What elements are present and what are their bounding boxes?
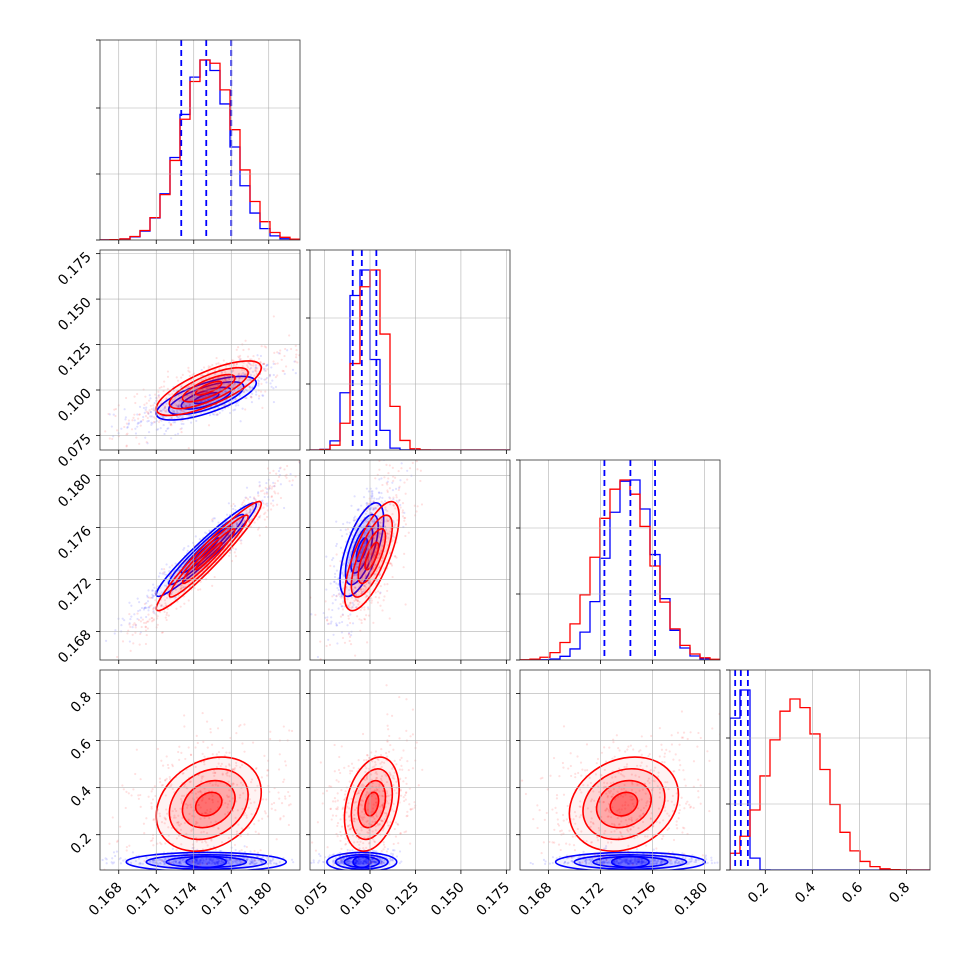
y-tick-label: 0.180 [55, 471, 95, 511]
pair-panel-2-1 [310, 460, 424, 660]
x-tick-label: 0.150 [428, 880, 468, 920]
y-tick-label: 0.6 [68, 736, 95, 763]
y-tick-label: 0.175 [55, 249, 95, 289]
x-tick-label: 0.125 [383, 880, 423, 920]
x-tick-label: 0.174 [161, 879, 201, 919]
red-histogram [520, 479, 720, 660]
x-tick-label: 0.176 [620, 879, 660, 919]
y-tick-label: 0.150 [55, 295, 95, 335]
panel-frame [99, 669, 301, 871]
red-contours [568, 756, 680, 852]
panel-frame [519, 459, 721, 661]
blue-contours [326, 851, 398, 870]
red-contours [155, 500, 263, 612]
panel-grid [100, 250, 300, 450]
x-tick-label: 0.172 [568, 880, 608, 920]
panel-grid [310, 250, 510, 450]
pair-panel-1-0 [100, 315, 300, 450]
x-tick-label: 0.4 [792, 879, 819, 906]
y-tick-label: 0.4 [68, 783, 95, 810]
pair-panel-3-1 [310, 684, 424, 870]
x-tick-label: 0.168 [516, 880, 556, 920]
panel-frame [99, 459, 301, 661]
red-contours [155, 360, 263, 417]
panel-frame [99, 249, 301, 451]
marginal-panel-0 [100, 40, 300, 240]
panel-grid [100, 670, 300, 870]
blue-histogram [310, 269, 510, 450]
y-tick-label: 0.172 [55, 575, 95, 615]
x-tick-label: 0.100 [337, 880, 377, 920]
blue-contours [125, 851, 288, 870]
y-tick-label: 0.176 [55, 523, 95, 563]
x-tick-label: 0.2 [745, 880, 772, 907]
red-contours [155, 756, 263, 852]
panel-grid [520, 670, 720, 870]
marginal-panel-1 [310, 250, 510, 450]
panel-grid [100, 40, 300, 240]
blue-contours [554, 851, 706, 870]
panel-frame [309, 459, 511, 661]
x-tick-label: 0.177 [198, 880, 238, 920]
red-contours [343, 756, 400, 852]
panel-grid [520, 460, 720, 660]
panel-frame [309, 249, 511, 451]
pair-panel-2-0 [104, 460, 300, 659]
red-contours [343, 500, 400, 612]
marginal-panel-2 [520, 460, 720, 660]
blue-histogram [100, 59, 300, 240]
y-tick-label: 0.168 [55, 627, 95, 667]
y-tick-label: 0.8 [68, 689, 95, 716]
x-tick-label: 0.180 [236, 880, 276, 920]
red-scatter [310, 460, 424, 660]
x-tick-label: 0.8 [886, 880, 913, 907]
red-histogram [310, 269, 510, 450]
panel-frame [99, 39, 301, 241]
panel-frame [309, 669, 511, 871]
y-tick-label: 0.2 [68, 830, 95, 857]
y-tick-label: 0.125 [55, 340, 95, 380]
panel-grid [310, 670, 510, 870]
blue-histogram [520, 479, 720, 660]
y-tick-label: 0.100 [55, 386, 95, 426]
panel-grid [310, 460, 510, 660]
x-tick-label: 0.180 [672, 880, 712, 920]
panel-frame [519, 669, 721, 871]
panel-frame [729, 669, 931, 871]
x-tick-label: 0.171 [123, 880, 163, 920]
x-tick-label: 0.168 [86, 880, 126, 920]
x-tick-label: 0.075 [292, 880, 332, 920]
red-histogram [100, 59, 300, 240]
x-tick-label: 0.6 [839, 879, 866, 906]
y-tick-label: 0.075 [55, 431, 95, 471]
panel-grid [730, 670, 930, 870]
pair-panel-3-0 [101, 711, 295, 870]
red-histogram [730, 698, 930, 870]
x-tick-label: 0.175 [474, 880, 514, 920]
panel-grid [100, 460, 300, 660]
blue-histogram [730, 689, 930, 870]
marginal-panel-3 [730, 670, 930, 870]
pair-panel-3-2 [521, 710, 720, 870]
